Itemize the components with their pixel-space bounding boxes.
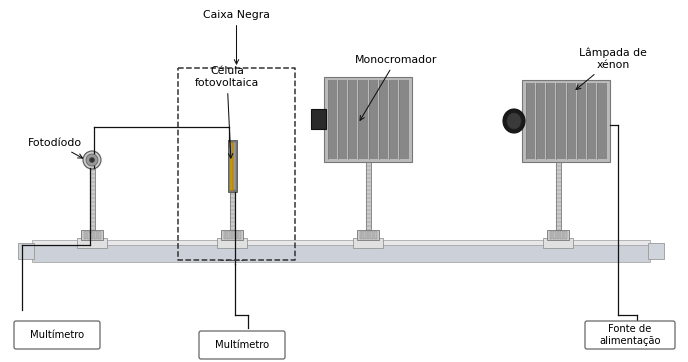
Bar [18,243,34,259]
Bar [367,231,369,239]
Bar [557,83,566,159]
Bar [577,83,586,159]
Bar [230,142,235,230]
Bar [228,140,237,192]
Bar [566,83,576,159]
Bar [89,162,91,230]
Bar [227,231,230,239]
Bar [87,231,89,239]
Bar [564,231,566,239]
Bar [348,80,357,159]
Bar [526,83,535,159]
Bar [369,80,378,159]
Bar [238,231,241,239]
Bar [324,77,412,162]
Text: Lâmpada de
xénon: Lâmpada de xénon [576,48,647,89]
Ellipse shape [503,109,525,133]
Bar [557,231,559,239]
Bar [77,238,107,248]
Bar [311,109,326,129]
Bar [379,80,388,159]
Bar [555,162,557,230]
Bar [365,162,367,230]
Bar [363,231,366,239]
Bar [546,83,555,159]
Bar [555,162,561,230]
Bar [32,240,650,245]
Bar [327,80,336,159]
Bar [228,142,233,190]
Bar [648,243,664,259]
Bar [94,231,97,239]
Text: Fonte de
alimentação: Fonte de alimentação [599,324,660,346]
Text: Fotodíodo: Fotodíodo [28,138,83,158]
Bar [547,230,569,240]
Ellipse shape [83,151,101,169]
Bar [83,231,86,239]
Bar [224,231,226,239]
Bar [235,231,237,239]
Bar [560,231,563,239]
Bar [221,230,243,240]
Text: Célula
fotovoltaica: Célula fotovoltaica [195,66,259,158]
Text: Monocromador: Monocromador [355,55,437,121]
Bar [522,80,610,162]
Bar [597,83,607,159]
Bar [360,231,362,239]
Bar [230,142,231,230]
Bar [553,231,556,239]
Bar [374,231,376,239]
Bar [32,245,650,262]
Bar [357,230,379,240]
Bar [587,83,596,159]
Bar [98,231,100,239]
Bar [365,162,371,230]
Bar [389,80,398,159]
Bar [536,83,545,159]
Bar [81,230,103,240]
FancyBboxPatch shape [585,321,675,349]
Bar [230,231,233,239]
Ellipse shape [86,154,98,166]
Bar [550,231,552,239]
Text: Multímetro: Multímetro [30,330,84,340]
Ellipse shape [89,157,94,163]
FancyBboxPatch shape [14,321,100,349]
Bar [91,231,94,239]
Bar [353,238,383,248]
Bar [358,80,367,159]
FancyBboxPatch shape [199,331,285,359]
Bar [370,231,373,239]
Bar [399,80,409,159]
Bar [543,238,573,248]
Text: Caixa Negra: Caixa Negra [203,10,270,64]
Bar [217,238,247,248]
Ellipse shape [507,113,521,129]
Bar [233,142,235,190]
Text: Multímetro: Multímetro [215,340,269,350]
Bar [338,80,347,159]
Bar [89,162,94,230]
